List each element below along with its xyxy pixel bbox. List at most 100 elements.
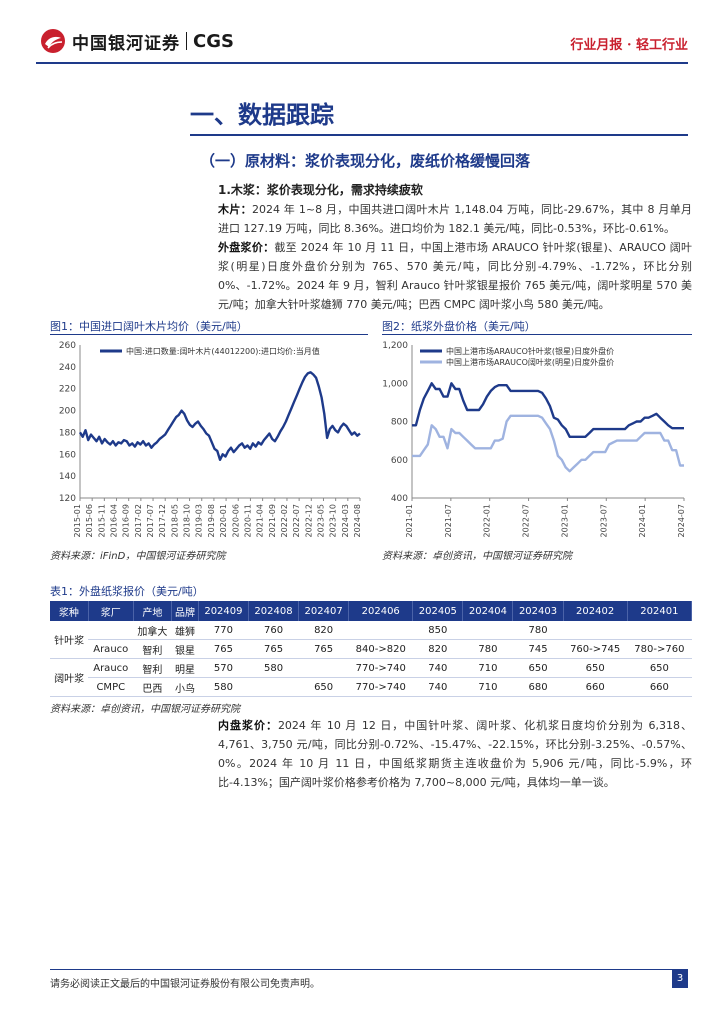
x-tick-label: 2022-12 xyxy=(304,504,313,537)
y-tick-label: 400 xyxy=(391,494,408,504)
fig1-source: 资料来源：iFinD，中国银河证券研究院 xyxy=(50,551,226,562)
y-tick-label: 140 xyxy=(59,472,76,482)
table-cell: 740 xyxy=(412,658,463,678)
x-tick-label: 2015-06 xyxy=(85,504,94,537)
table-header-cell: 浆种 xyxy=(50,601,89,621)
logo-divider xyxy=(186,32,187,50)
x-tick-label: 2024-03 xyxy=(341,504,350,537)
table-cell: 650 xyxy=(298,677,349,697)
table-header-cell: 202406 xyxy=(348,601,414,621)
table-cell: Arauco xyxy=(88,639,134,659)
table-cell xyxy=(88,621,134,640)
paragraph-text: 截至 2024 年 10 月 11 日，中国上港市场 ARAUCO 针叶浆(银星… xyxy=(218,241,692,311)
table-cell: 银星 xyxy=(171,639,199,659)
pulp-price-table: 浆种 浆厂 产地 品牌 202409 202408 202407 202406 … xyxy=(50,601,693,697)
table-cell: 710 xyxy=(462,658,513,678)
series-line-2 xyxy=(412,414,684,473)
table-cell: 765 xyxy=(298,639,349,659)
table-row: 针叶浆 加拿大 雄狮 770 760 820 850 780 xyxy=(50,621,692,659)
header-divider xyxy=(36,62,688,64)
x-tick-label: 2019-08 xyxy=(207,504,216,537)
table-header-row: 浆种 浆厂 产地 品牌 202409 202408 202407 202406 … xyxy=(50,601,693,621)
y-tick-label: 600 xyxy=(391,456,408,466)
table-cell xyxy=(248,677,299,697)
x-tick-label: 2022-01 xyxy=(483,504,492,537)
x-tick-label: 2024-08 xyxy=(353,504,362,537)
table-cell: 740 xyxy=(412,677,463,697)
fig2-title-line xyxy=(382,334,692,335)
table-source: 资料来源：卓创资讯，中国银河证券研究院 xyxy=(50,704,240,715)
table-cell: 660 xyxy=(627,677,692,697)
x-tick-label: 2019-03 xyxy=(195,504,204,537)
table-cell: 660 xyxy=(563,677,628,697)
paragraph-text: 2024 年 10 月 12 日，中国针叶浆、阔叶浆、化机浆日度均价分别为 6,… xyxy=(218,719,692,789)
table-cell: 780 xyxy=(462,639,513,659)
footer-disclaimer: 请务必阅读正文最后的中国银河证券股份有限公司免责声明。 xyxy=(50,979,320,990)
x-tick-label: 2020-06 xyxy=(231,504,240,537)
paragraph-external-pulp: 外盘浆价：截至 2024 年 10 月 11 日，中国上港市场 ARAUCO 针… xyxy=(218,238,692,314)
x-tick-label: 2017-07 xyxy=(146,504,155,537)
table-cell: 765 xyxy=(198,639,249,659)
paragraph-label: 木片： xyxy=(218,203,252,216)
legend-label: 中国上港市场ARAUCO针叶浆(银星)日度外盘价 xyxy=(446,346,614,356)
table-header-cell: 202402 xyxy=(563,601,628,621)
table-cell: 650 xyxy=(627,658,692,678)
table-row: CMPC 巴西 小鸟 580 650 770->740 740 710 680 … xyxy=(50,677,692,697)
section-title: 一、数据跟踪 xyxy=(190,100,334,129)
table-row: 阔叶浆 Arauco 智利 明星 570 580 770->740 740 71… xyxy=(50,658,692,697)
logo-text-cn: 中国银河证券 xyxy=(72,33,180,54)
table-cell: 820 xyxy=(412,639,463,659)
x-tick-label: 2016-04 xyxy=(110,504,119,537)
table-cell: 巴西 xyxy=(133,677,172,697)
x-tick-label: 2023-10 xyxy=(329,504,338,537)
section-divider xyxy=(190,134,688,136)
table-header-cell: 202403 xyxy=(512,601,564,621)
table-cell: 710 xyxy=(462,677,513,697)
table-cell xyxy=(348,621,413,640)
y-tick-label: 260 xyxy=(59,341,76,351)
x-tick-label: 2016-09 xyxy=(122,504,131,537)
table-cell: 770->740 xyxy=(348,658,413,678)
y-tick-label: 220 xyxy=(59,385,76,395)
table-cell: Arauco xyxy=(88,658,134,678)
table-header-cell: 产地 xyxy=(133,601,173,621)
x-tick-label: 2021-09 xyxy=(268,504,277,537)
x-tick-label: 2017-02 xyxy=(134,504,143,537)
fig2-chart: 400 600 800 1,000 1,200 2021-01 2021-07 2022-01… xyxy=(382,341,686,537)
x-tick-label: 2022-07 xyxy=(292,504,301,537)
table-cell: 加拿大 xyxy=(133,621,172,640)
y-tick-label: 800 xyxy=(391,418,408,428)
paragraph-text: 2024 年 1~8 月，中国共进口阔叶木片 1,148.04 万吨，同比-29… xyxy=(218,203,693,235)
table-cell: 580 xyxy=(198,677,249,697)
y-tick-label: 180 xyxy=(59,428,76,438)
table-cell: 580 xyxy=(248,658,299,678)
table-cell: 850 xyxy=(412,621,463,640)
report-type: 行业月报 · 轻工行业 xyxy=(570,38,688,53)
footer-divider xyxy=(50,969,688,970)
x-tick-label: 2017-12 xyxy=(158,504,167,537)
y-tick-label: 1,000 xyxy=(382,379,408,389)
table-cell: 780->760 xyxy=(627,639,692,659)
fig2-source: 资料来源：卓创资讯，中国银河证券研究院 xyxy=(382,551,572,562)
x-tick-label: 2022-07 xyxy=(522,504,531,537)
topic-title: 1.木浆：浆价表现分化，需求持续疲软 xyxy=(218,183,423,197)
table-header-cell: 202409 xyxy=(198,601,249,621)
table-cell: 770 xyxy=(198,621,249,640)
table-header-cell: 品牌 xyxy=(171,601,199,621)
table-header-cell: 202407 xyxy=(298,601,350,621)
x-tick-label: 2021-04 xyxy=(256,504,265,537)
table-cell: 570 xyxy=(198,658,249,678)
table-title: 表1：外盘纸浆报价（美元/吨） xyxy=(50,585,204,598)
table-cell xyxy=(563,621,628,640)
y-tick-label: 200 xyxy=(59,407,76,417)
table-cell: 770->740 xyxy=(348,677,413,697)
table-cell xyxy=(627,621,692,640)
table-cell: CMPC xyxy=(88,677,134,697)
page-number: 3 xyxy=(672,970,688,988)
table-cell: 820 xyxy=(298,621,349,640)
table-cell: 780 xyxy=(512,621,564,640)
x-tick-label: 2021-01 xyxy=(405,504,414,537)
fig1-title: 图1：中国进口阔叶木片均价（美元/吨） xyxy=(50,320,248,333)
table-header-cell: 202401 xyxy=(627,601,693,621)
